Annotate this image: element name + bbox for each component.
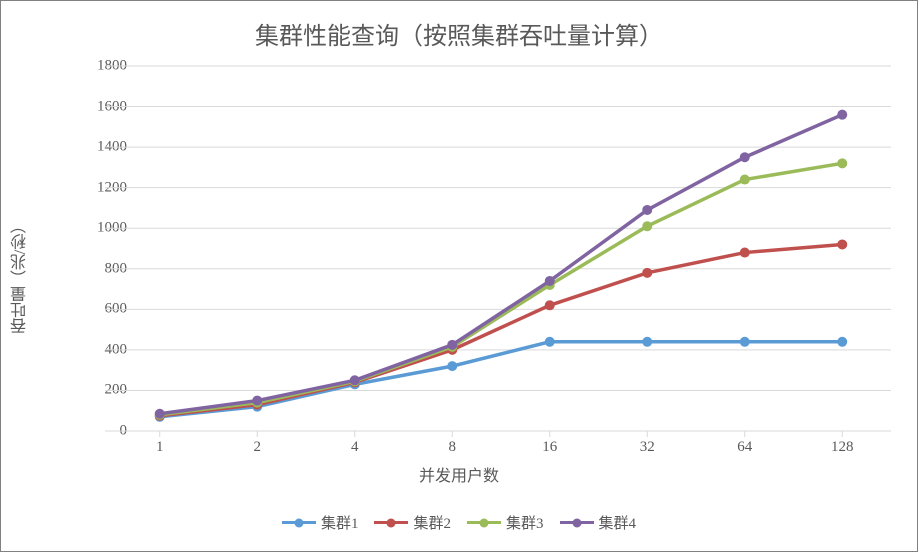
x-tick-label: 2 xyxy=(254,439,262,456)
legend-item: 集群4 xyxy=(560,512,637,533)
series-marker xyxy=(155,409,165,419)
legend-label: 集群2 xyxy=(413,512,451,533)
series-marker xyxy=(642,268,652,278)
x-tick-label: 1 xyxy=(156,439,164,456)
x-tick-label: 128 xyxy=(831,439,854,456)
series-marker xyxy=(837,337,847,347)
series-marker xyxy=(642,221,652,231)
x-tick-label: 64 xyxy=(737,439,752,456)
series-marker xyxy=(545,337,555,347)
x-tick-label: 8 xyxy=(449,439,457,456)
legend-item: 集群3 xyxy=(467,512,544,533)
legend-marker-icon xyxy=(387,518,396,527)
legend-line-icon xyxy=(560,521,594,524)
series-marker xyxy=(642,337,652,347)
x-axis-label: 并发用户数 xyxy=(1,462,917,486)
series-marker xyxy=(447,340,457,350)
series-line xyxy=(160,163,843,414)
chart-container: 集群性能查询（按照集群吞吐量计算） 吞吐量（兆/秒） 0200400600800… xyxy=(0,0,918,552)
series-marker xyxy=(447,361,457,371)
series-marker xyxy=(252,396,262,406)
plot-area xyxy=(111,66,891,431)
series-marker xyxy=(545,276,555,286)
series-marker xyxy=(837,239,847,249)
series-marker xyxy=(740,337,750,347)
legend-item: 集群2 xyxy=(374,512,451,533)
series-marker xyxy=(740,152,750,162)
legend-line-icon xyxy=(467,521,501,524)
legend-marker-icon xyxy=(294,518,303,527)
series-marker xyxy=(545,300,555,310)
x-tick-label: 4 xyxy=(351,439,359,456)
chart-title: 集群性能查询（按照集群吞吐量计算） xyxy=(1,16,917,51)
series-line xyxy=(160,115,843,414)
legend-label: 集群4 xyxy=(599,512,637,533)
series-marker xyxy=(740,248,750,258)
series-marker xyxy=(642,205,652,215)
y-axis-label: 吞吐量（兆/秒） xyxy=(9,218,33,334)
series-marker xyxy=(740,175,750,185)
legend: 集群1 集群2 集群3 集群4 xyxy=(1,512,917,533)
series-marker xyxy=(837,110,847,120)
legend-item: 集群1 xyxy=(282,512,359,533)
legend-label: 集群3 xyxy=(506,512,544,533)
legend-line-icon xyxy=(374,521,408,524)
chart-svg xyxy=(111,66,891,431)
legend-line-icon xyxy=(282,521,316,524)
legend-label: 集群1 xyxy=(321,512,359,533)
series-marker xyxy=(837,158,847,168)
x-tick-label: 16 xyxy=(542,439,557,456)
legend-marker-icon xyxy=(572,518,581,527)
x-tick-label: 32 xyxy=(640,439,655,456)
legend-marker-icon xyxy=(480,518,489,527)
series-marker xyxy=(350,375,360,385)
